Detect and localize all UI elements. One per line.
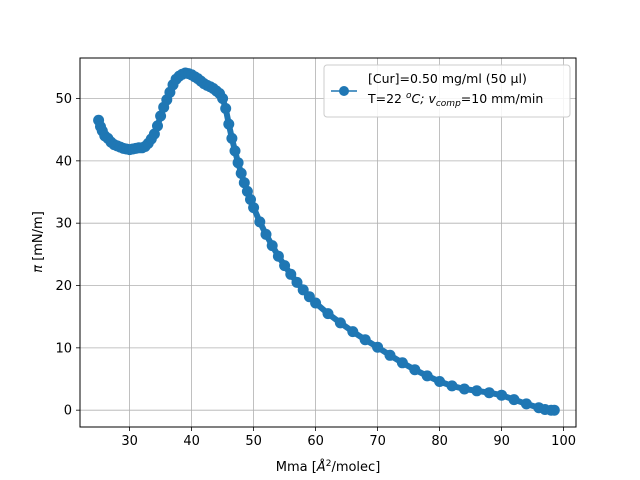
y-tick-label: 30 [55,217,72,232]
data-point [384,349,396,361]
y-tick-label: 20 [55,279,72,294]
data-point [347,326,359,338]
data-point [458,383,470,395]
x-tick-label: 90 [493,434,510,449]
data-point [291,276,303,288]
data-point [285,268,297,280]
y-tick-label: 0 [64,404,72,419]
x-tick-label: 40 [183,434,200,449]
x-tick-label: 100 [551,434,576,449]
data-point [409,364,421,376]
data-point [548,404,560,416]
data-point [229,145,241,157]
x-tick-label: 70 [369,434,386,449]
data-point [434,376,446,387]
y-tick-label: 50 [55,92,72,107]
data-point [496,389,508,401]
y-axis-ticks: 0 10 20 30 40 50 [55,92,80,419]
x-tick-label: 80 [431,434,448,449]
data-point [483,387,495,399]
data-point [235,167,247,179]
legend-dot-marker [339,86,349,96]
legend-box [323,64,571,118]
legend-entry-line1: [Cur]=0.50 mg/ml (50 μl) [368,71,527,86]
series-line [95,70,558,414]
legend: [Cur]=0.50 mg/ml (50 μl) T=22 oC; vcomp=… [323,64,571,118]
legend-entry-line2: T=22 oC; vcomp=10 mm/min [367,91,543,109]
x-axis-ticks: 30 40 50 60 70 80 90 100 [121,427,576,449]
data-point [223,118,235,130]
y-tick-label: 40 [55,154,72,169]
data-series [93,67,560,416]
data-point [310,297,322,309]
data-point [334,317,346,329]
data-point [220,103,232,114]
plot-frame [79,57,577,428]
data-point [217,93,229,104]
x-axis-label: Mma [Å2/molec] [276,459,381,475]
data-point [248,202,260,214]
data-point [238,177,250,189]
data-point [226,132,238,144]
data-point [266,240,278,252]
data-point [155,110,167,122]
data-point [446,380,458,392]
data-point [372,341,384,353]
data-point [359,334,371,346]
y-tick-label: 10 [55,341,72,356]
y-axis-label: π [mN/m] [31,211,46,273]
data-point [152,120,163,132]
data-point [260,228,272,240]
x-tick-label: 30 [121,434,138,449]
data-point [272,250,284,262]
x-tick-label: 60 [307,434,324,449]
data-point [471,385,483,397]
data-point [396,357,408,369]
data-point [279,260,291,272]
x-tick-label: 50 [245,434,262,449]
data-point [508,394,520,406]
data-point [520,398,532,410]
data-point [322,308,334,320]
data-point [421,370,433,382]
data-point [232,157,244,169]
data-point [254,216,266,228]
